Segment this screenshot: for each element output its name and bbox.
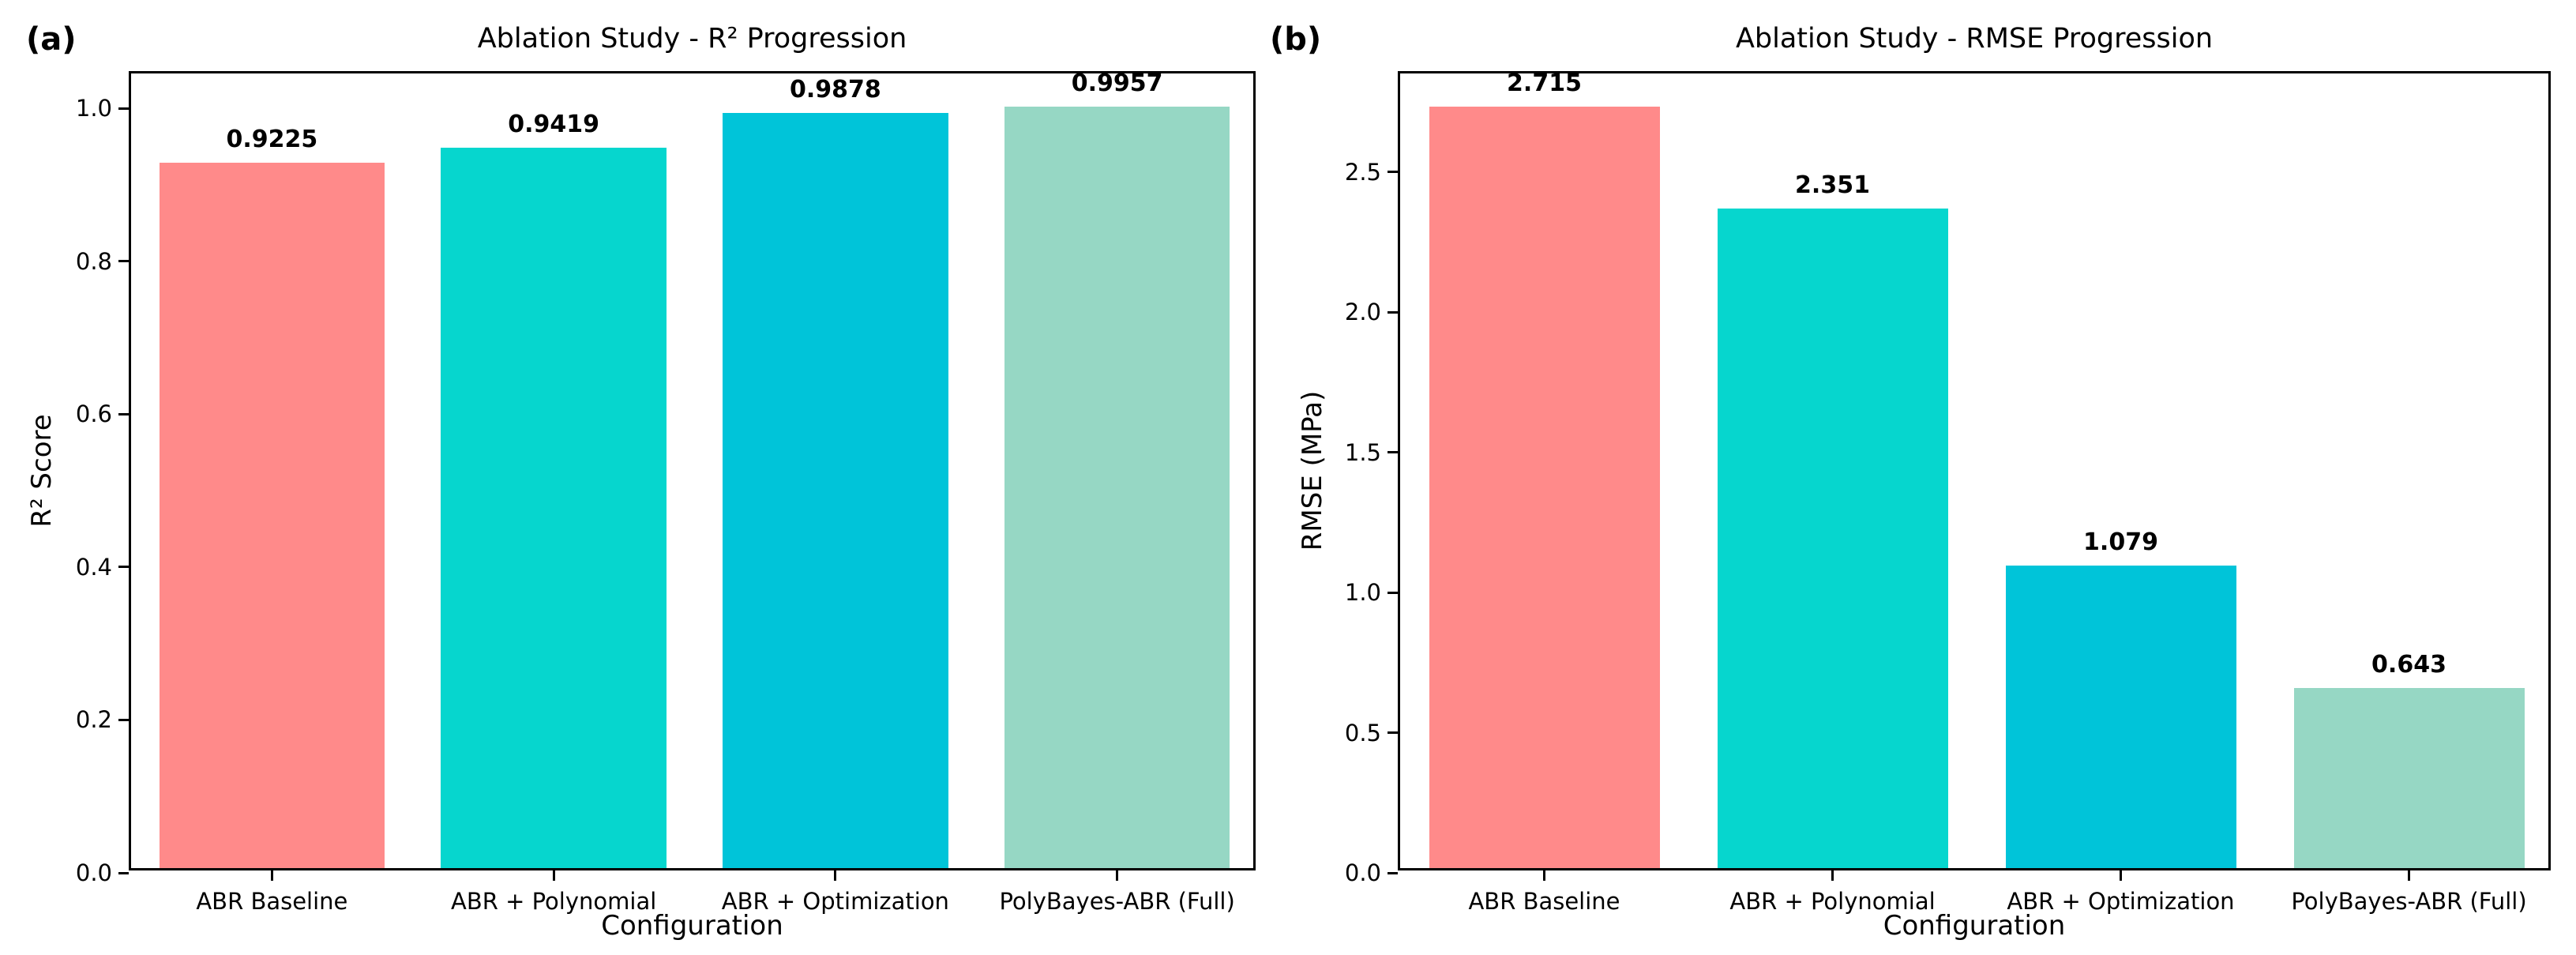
bar-value-label: 0.643 [2371, 650, 2446, 679]
y-tick-label: 0.0 [1344, 859, 1381, 886]
panel-a-letter: (a) [26, 21, 77, 58]
y-tick-mark [1388, 171, 1398, 174]
y-tick-mark [1388, 731, 1398, 735]
bar [723, 112, 948, 868]
bar-value-label: 1.079 [2083, 528, 2158, 556]
y-tick-label: 1.0 [75, 95, 112, 122]
y-tick-mark [118, 871, 129, 874]
y-tick-mark [118, 260, 129, 263]
bar-value-label: 0.9225 [226, 126, 318, 154]
y-tick-label: 1.5 [1344, 438, 1381, 466]
panel-a-xlabel: Configuration [601, 910, 783, 942]
bar-value-label: 0.9878 [789, 75, 881, 103]
bar [1717, 209, 1948, 868]
x-tick-mark [1831, 870, 1834, 881]
bar-value-label: 2.715 [1507, 70, 1582, 98]
x-tick-label: ABR + Optimization [721, 888, 949, 915]
y-tick-label: 0.2 [75, 706, 112, 734]
panel-b-title: Ablation Study - RMSE Progression [1735, 23, 2214, 55]
y-tick-mark [118, 107, 129, 110]
x-tick-label: PolyBayes-ABR (Full) [999, 888, 1235, 915]
bar-value-label: 0.9957 [1071, 70, 1163, 98]
x-tick-mark [1543, 870, 1545, 881]
panel-b-letter: (b) [1270, 21, 1322, 58]
y-tick-label: 0.6 [75, 400, 112, 428]
y-tick-label: 0.4 [75, 553, 112, 581]
bar [2005, 566, 2236, 868]
bar [441, 148, 667, 868]
y-tick-label: 2.0 [1344, 299, 1381, 326]
x-tick-label: ABR + Optimization [2007, 888, 2235, 915]
y-tick-mark [1388, 871, 1398, 874]
panel-b-ylabel: RMSE (MPa) [1297, 390, 1328, 551]
x-tick-mark [270, 870, 273, 881]
y-tick-mark [1388, 451, 1398, 454]
bar [1004, 107, 1230, 868]
bar-value-label: 0.9419 [508, 111, 600, 139]
panel-a-plot-area: 0.9225 ABR Baseline 0.9419 ABR + Polynomial… [76, 70, 1256, 913]
x-tick-label: ABR + Polynomial [450, 888, 657, 915]
panel-a-ylabel: R² Score [26, 414, 58, 528]
bar [2293, 687, 2525, 868]
y-tick-label: 2.5 [1344, 158, 1381, 186]
y-tick-mark [1388, 591, 1398, 594]
x-tick-label: ABR Baseline [1468, 888, 1620, 915]
x-tick-label: ABR Baseline [196, 888, 348, 915]
y-tick-label: 0.5 [1344, 719, 1381, 746]
x-tick-mark [2408, 870, 2410, 881]
y-tick-mark [1388, 310, 1398, 314]
y-tick-label: 1.0 [1344, 579, 1381, 607]
bar [1429, 107, 1660, 868]
bar [159, 163, 385, 868]
y-tick-label: 0.0 [75, 859, 112, 886]
panel-a-title: Ablation Study - R² Progression [477, 23, 907, 55]
x-tick-label: PolyBayes-ABR (Full) [2291, 888, 2527, 915]
x-tick-mark [834, 870, 837, 881]
x-tick-mark [2120, 870, 2122, 881]
x-tick-mark [552, 870, 555, 881]
y-tick-mark [118, 412, 129, 415]
y-tick-mark [118, 566, 129, 569]
panel-b-plot-area: 2.715 ABR Baseline 2.351 ABR + Polynomial 1.… [1345, 70, 2551, 913]
panel-b-xlabel: Configuration [1883, 910, 2066, 942]
bar-value-label: 2.351 [1795, 171, 1870, 200]
x-tick-label: ABR + Polynomial [1729, 888, 1936, 915]
x-tick-mark [1116, 870, 1119, 881]
y-tick-mark [118, 718, 129, 721]
y-tick-label: 0.8 [75, 247, 112, 275]
